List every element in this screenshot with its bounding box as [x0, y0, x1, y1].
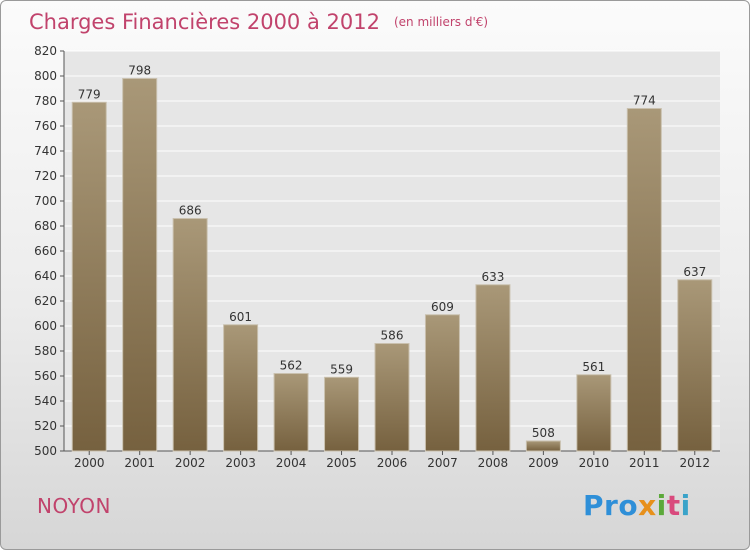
y-tick-label: 600 — [34, 319, 57, 333]
bar-2003 — [223, 324, 259, 452]
data-label-2011: 774 — [633, 94, 656, 108]
x-tick-label-2007: 2007 — [427, 456, 458, 470]
y-tick-label: 500 — [34, 444, 57, 458]
logo-part-i2: i — [680, 489, 691, 522]
place-name: NOYON — [37, 494, 111, 518]
x-tick-label-2005: 2005 — [326, 456, 357, 470]
x-tick-label-2004: 2004 — [276, 456, 307, 470]
y-tick-label: 680 — [34, 219, 57, 233]
bar-2010 — [576, 374, 612, 452]
x-tick-label-2003: 2003 — [225, 456, 256, 470]
data-label-2005: 559 — [330, 362, 353, 376]
data-label-2003: 601 — [229, 310, 252, 324]
logo-part-x: x — [638, 489, 657, 522]
logo-part-pro: Pro — [583, 489, 639, 522]
data-label-2006: 586 — [381, 329, 404, 343]
y-tick-label: 640 — [34, 269, 57, 283]
data-label-2004: 562 — [280, 359, 303, 373]
y-tick-label: 700 — [34, 194, 57, 208]
bar-2005 — [324, 376, 360, 452]
title-text: Charges Financières 2000 à 2012 — [29, 10, 380, 34]
x-tick-label-2000: 2000 — [74, 456, 105, 470]
data-label-2002: 686 — [179, 204, 202, 218]
x-tick-label-2011: 2011 — [629, 456, 660, 470]
x-tick-label-2006: 2006 — [377, 456, 408, 470]
data-label-2009: 508 — [532, 426, 555, 440]
data-label-2012: 637 — [683, 265, 706, 279]
y-tick-label: 660 — [34, 244, 57, 258]
y-tick-label: 580 — [34, 344, 57, 358]
data-label-2000: 779 — [78, 87, 101, 101]
data-label-2007: 609 — [431, 300, 454, 314]
y-tick-label: 540 — [34, 394, 57, 408]
y-tick-label: 520 — [34, 419, 57, 433]
y-tick-label: 780 — [34, 94, 57, 108]
bar-2009 — [525, 440, 561, 452]
x-tick-label-2008: 2008 — [478, 456, 509, 470]
data-label-2008: 633 — [481, 270, 504, 284]
bar-2004 — [273, 373, 309, 452]
logo-part-t: t — [666, 489, 681, 522]
y-tick-label: 620 — [34, 294, 57, 308]
bar-2001 — [122, 78, 158, 452]
y-tick-label: 740 — [34, 144, 57, 158]
x-tick-label-2002: 2002 — [175, 456, 206, 470]
y-tick-label: 820 — [34, 44, 57, 58]
chart-title: Charges Financières 2000 à 2012 (en milli… — [29, 7, 488, 37]
y-tick-label: 720 — [34, 169, 57, 183]
x-tick-label-2012: 2012 — [679, 456, 710, 470]
y-tick-label: 760 — [34, 119, 57, 133]
x-tick-label-2009: 2009 — [528, 456, 559, 470]
x-tick-label-2010: 2010 — [579, 456, 610, 470]
bar-2012 — [677, 279, 713, 452]
data-label-2010: 561 — [582, 360, 605, 374]
bar-2007 — [424, 314, 460, 452]
y-tick-label: 560 — [34, 369, 57, 383]
data-label-2001: 798 — [128, 64, 151, 78]
y-tick-label: 800 — [34, 69, 57, 83]
unit-label: (en milliers d'€) — [393, 15, 489, 29]
bar-2002 — [172, 218, 208, 452]
x-tick-label-2001: 2001 — [124, 456, 155, 470]
bar-2011 — [626, 108, 662, 452]
bar-2000 — [71, 101, 107, 452]
proxiti-logo: Proxiti — [583, 489, 691, 522]
bar-2006 — [374, 343, 410, 452]
logo-part-i: i — [656, 489, 667, 522]
bar-2008 — [475, 284, 511, 452]
